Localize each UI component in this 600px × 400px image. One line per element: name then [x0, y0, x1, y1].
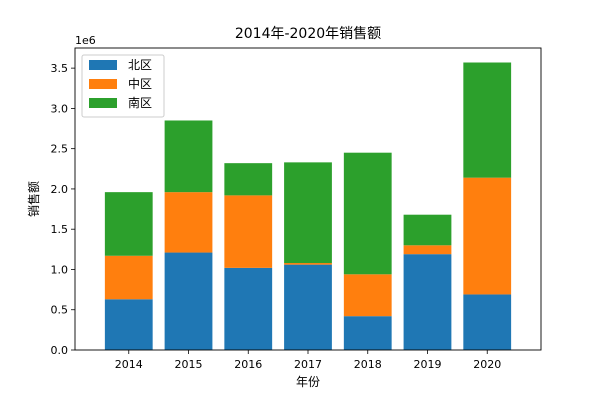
x-tick-label: 2018	[354, 358, 382, 371]
chart-title: 2014年-2020年销售额	[235, 26, 381, 42]
bar-2019-series-1	[403, 245, 452, 255]
x-tick-label: 2014	[115, 358, 143, 371]
bar-2018-series-1	[343, 274, 392, 317]
legend-label-central: 中区	[128, 76, 152, 91]
bar-2014-series-2	[104, 192, 153, 256]
legend: 北区 中区 南区	[81, 54, 165, 118]
bar-2015-series-1	[164, 192, 213, 253]
bar-2017-series-0	[284, 264, 332, 350]
y-axis-ticks: 0.0 0.5 1.0 1.5 2.0 2.5 3.0 3.5	[51, 62, 75, 357]
bar-2018-series-0	[343, 316, 392, 350]
y-tick-label: 2.0	[51, 183, 69, 196]
bar-2019-series-2	[403, 214, 452, 246]
y-tick-label: 1.5	[51, 223, 69, 236]
bar-2020-series-2	[463, 62, 512, 178]
x-tick-label: 2020	[473, 358, 501, 371]
bar-2014-series-0	[104, 299, 153, 350]
legend-swatch-north	[89, 60, 117, 70]
x-tick-label: 2017	[294, 358, 322, 371]
bar-2016-series-0	[224, 267, 273, 350]
legend-label-north: 北区	[128, 58, 152, 72]
x-axis-label: 年份	[296, 375, 320, 389]
x-tick-label: 2015	[175, 358, 203, 371]
bar-2020-series-1	[463, 177, 512, 295]
x-tick-label: 2016	[234, 358, 262, 371]
y-tick-label: 0.5	[51, 304, 69, 317]
bar-2017-series-1	[284, 263, 332, 265]
bars-layer	[104, 62, 512, 350]
bar-2016-series-1	[224, 195, 273, 268]
legend-swatch-south	[89, 98, 117, 108]
legend-swatch-central	[89, 79, 117, 89]
y-tick-label: 2.5	[51, 143, 69, 156]
bar-2016-series-2	[224, 163, 273, 196]
y-tick-label: 3.0	[51, 102, 69, 115]
legend-label-south: 南区	[128, 95, 152, 110]
x-axis-ticks: 2014 2015 2016 2017 2018 2019 2020	[115, 350, 501, 371]
x-tick-label: 2019	[413, 358, 441, 371]
y-tick-label: 0.0	[51, 344, 69, 357]
bar-2017-series-2	[284, 162, 332, 264]
y-tick-label: 1.0	[51, 263, 69, 276]
bar-2015-series-2	[164, 120, 213, 193]
bar-2015-series-0	[164, 252, 213, 350]
bar-2020-series-0	[463, 294, 512, 350]
bar-2018-series-2	[343, 152, 392, 275]
y-axis-label: 销售额	[26, 181, 41, 217]
bar-2019-series-0	[403, 254, 452, 350]
bar-2014-series-1	[104, 255, 153, 300]
plot-frame	[74, 47, 542, 351]
y-tick-label: 3.5	[51, 62, 69, 75]
y-offset-text: 1e6	[75, 34, 96, 47]
